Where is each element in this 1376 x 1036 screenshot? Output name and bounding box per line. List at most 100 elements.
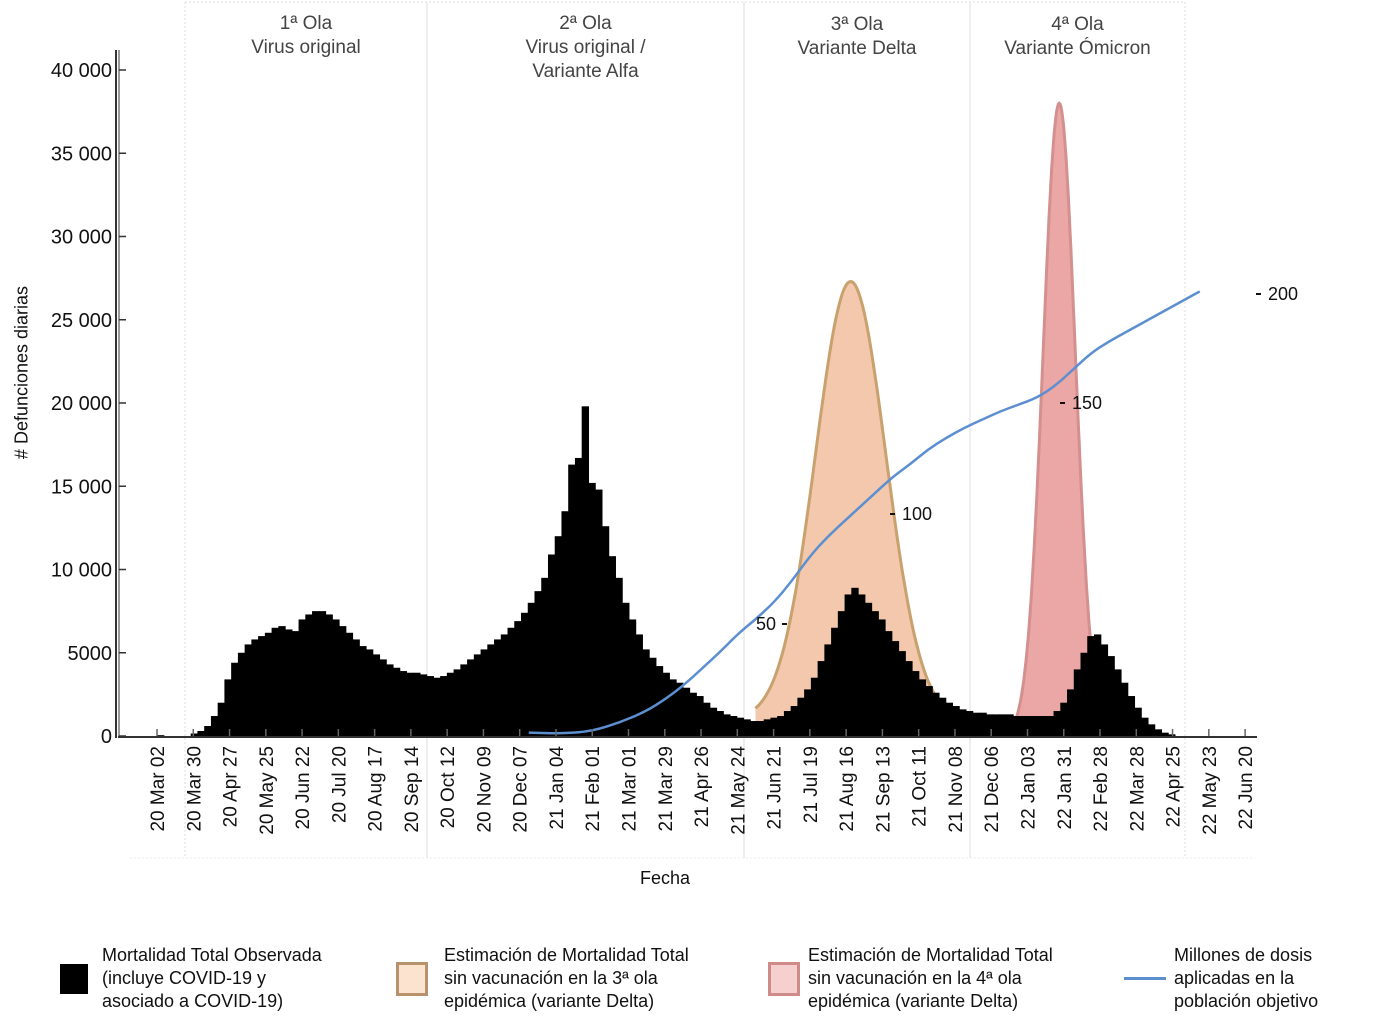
x-tick-label: 22 Mar 28 bbox=[1127, 746, 1148, 832]
x-tick-label: 21 Feb 01 bbox=[583, 746, 604, 832]
observed-bar bbox=[554, 536, 563, 736]
legend-label: Estimación de Mortalidad Total sin vacun… bbox=[444, 945, 689, 1011]
observed-bar bbox=[224, 679, 232, 736]
observed-bar bbox=[1161, 732, 1169, 736]
doses-line-path bbox=[528, 290, 1201, 735]
observed-bar bbox=[810, 677, 819, 736]
observed-bar bbox=[696, 696, 704, 736]
observed-bar bbox=[399, 671, 408, 736]
legend-label: Estimación de Mortalidad Total sin vacun… bbox=[808, 945, 1053, 1011]
x-tick-label: 22 May 23 bbox=[1200, 746, 1221, 835]
observed-bar bbox=[1100, 644, 1109, 736]
observed-bar bbox=[291, 631, 300, 736]
observed-bar bbox=[386, 664, 394, 736]
x-tick-label: 20 Nov 09 bbox=[474, 746, 495, 833]
wave-title: 4ª Ola Variante Ómicron bbox=[1004, 14, 1151, 59]
y-tick-label: 35 000 bbox=[51, 143, 112, 165]
observed-bar bbox=[615, 577, 623, 736]
x-tick-label: 20 Mar 02 bbox=[148, 746, 169, 832]
observed-bar bbox=[918, 679, 927, 736]
observed-bar bbox=[514, 621, 522, 736]
x-tick-label: 22 Jun 20 bbox=[1236, 746, 1257, 829]
observed-bar bbox=[561, 511, 569, 736]
observed-bar bbox=[278, 626, 286, 736]
y-axis-title: # Defunciones diarias bbox=[11, 285, 32, 460]
observed-bar bbox=[777, 716, 785, 736]
observed-bar bbox=[628, 619, 637, 736]
observed-bar bbox=[547, 554, 556, 736]
observed-bar bbox=[885, 631, 893, 736]
black-square-swatch bbox=[60, 964, 88, 994]
observed-bar bbox=[622, 602, 630, 736]
observed-bar bbox=[986, 714, 994, 736]
observed-bar bbox=[345, 632, 354, 736]
observed-bar bbox=[217, 702, 226, 736]
wave-title: 1ª Ola Virus original bbox=[251, 13, 361, 58]
observed-bar bbox=[1154, 729, 1162, 736]
observed-bar bbox=[871, 611, 879, 737]
observed-bar bbox=[157, 735, 165, 736]
observed-bar bbox=[494, 639, 502, 736]
observed-bar bbox=[864, 602, 873, 736]
observed-bar bbox=[1120, 682, 1129, 736]
observed-bar bbox=[1033, 716, 1041, 736]
observed-bar bbox=[824, 644, 832, 736]
observed-bar bbox=[797, 697, 805, 736]
observed-bar bbox=[359, 646, 367, 736]
observed-bar bbox=[534, 591, 542, 736]
observed-bar bbox=[1073, 669, 1082, 736]
y-tick-label: 20 000 bbox=[51, 393, 112, 415]
doses-axis-labels: 50 100 150 200 bbox=[756, 284, 1298, 634]
observed-bar bbox=[763, 719, 772, 736]
wave-title: 3ª Ola Variante Delta bbox=[797, 14, 917, 59]
observed-bar bbox=[473, 654, 482, 736]
observed-bar bbox=[736, 717, 745, 736]
observed-bar bbox=[379, 659, 387, 736]
observed-bar bbox=[992, 714, 1001, 736]
wave-title: 2ª Ola Virus original / Variante Alfa bbox=[525, 13, 646, 82]
observed-bar bbox=[258, 636, 266, 736]
x-tick-label: 20 Jul 20 bbox=[329, 746, 350, 823]
observed-bar bbox=[237, 652, 246, 736]
x-tick-label: 20 Sep 14 bbox=[402, 746, 423, 833]
x-tick-label: 22 Apr 25 bbox=[1164, 746, 1185, 827]
observed-bar bbox=[642, 649, 650, 736]
observed-bar bbox=[541, 577, 549, 736]
y-tick-label: 0 bbox=[101, 726, 112, 748]
x-tick-label: 20 May 25 bbox=[257, 746, 278, 835]
doses-line bbox=[528, 290, 1201, 735]
peach-square-swatch bbox=[396, 962, 428, 996]
observed-bar bbox=[709, 707, 718, 736]
observed-bar bbox=[1006, 714, 1014, 736]
observed-bar bbox=[1013, 716, 1021, 736]
observed-bar bbox=[703, 702, 711, 736]
observed-bar bbox=[446, 672, 455, 736]
observed-bar bbox=[231, 662, 239, 736]
observed-bar bbox=[574, 457, 583, 736]
observed-bar bbox=[1040, 716, 1048, 736]
observed-bar bbox=[1060, 702, 1068, 736]
observed-bar bbox=[1114, 669, 1122, 736]
observed-bar bbox=[891, 641, 900, 736]
observed-bar bbox=[210, 716, 219, 736]
observed-bar bbox=[204, 726, 212, 736]
observed-bar bbox=[1141, 717, 1149, 736]
x-tick-label: 21 Apr 26 bbox=[692, 746, 713, 827]
x-tick-label: 21 May 24 bbox=[728, 746, 749, 835]
observed-bar bbox=[716, 711, 724, 736]
observed-bar bbox=[729, 716, 738, 736]
observed-bar bbox=[817, 661, 825, 736]
observed-bar bbox=[1134, 707, 1142, 736]
observed-bar bbox=[790, 706, 798, 736]
x-tick-label: 21 Dec 06 bbox=[982, 746, 1003, 833]
observed-bar bbox=[635, 634, 643, 736]
observed-bar bbox=[831, 627, 839, 736]
observed-bar bbox=[1067, 689, 1075, 736]
observed-bar bbox=[244, 644, 252, 736]
x-tick-label: 20 Dec 07 bbox=[511, 746, 532, 833]
observed-bar bbox=[527, 602, 536, 736]
observed-bar bbox=[285, 629, 293, 736]
observed-bar bbox=[905, 661, 913, 736]
observed-bar bbox=[1053, 711, 1061, 736]
observed-bar bbox=[339, 626, 347, 736]
